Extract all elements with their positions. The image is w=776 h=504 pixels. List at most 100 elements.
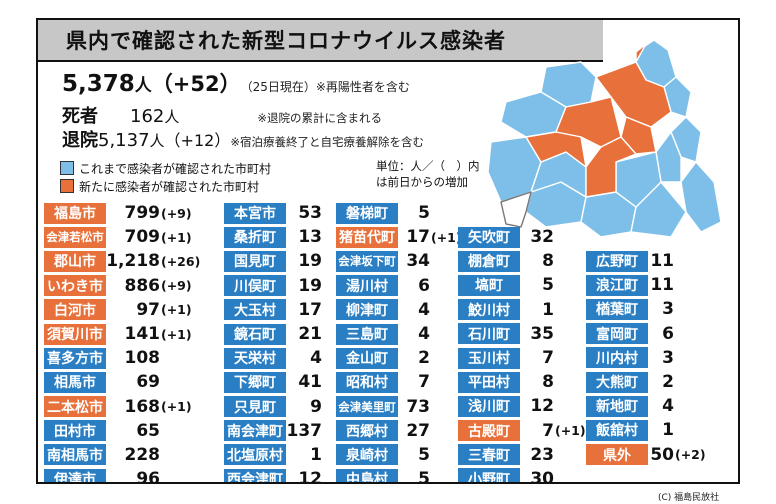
unit-note-line2: は前日からの増加 — [376, 175, 468, 189]
case-count: 8 — [542, 372, 554, 393]
municipality-label: 国見町 — [224, 250, 286, 272]
municipality-label: 鮫川村 — [458, 299, 520, 321]
case-count: 35 — [530, 323, 554, 344]
case-count: 2 — [662, 372, 674, 393]
municipality-label: 鏡石町 — [224, 323, 286, 345]
table-row: 磐梯町 5 — [336, 201, 462, 225]
municipality-label: 飯舘村 — [586, 419, 648, 441]
municipality-label: 小野町 — [458, 468, 520, 482]
table-row: 広野町 11 — [586, 249, 706, 273]
municipality-label: 田村市 — [44, 420, 106, 442]
municipality-label: いわき市 — [44, 275, 106, 297]
table-row: 喜多方市 108 — [44, 346, 200, 370]
cases-delta: （+52） — [151, 72, 241, 96]
table-row: 南相馬市 228 — [44, 443, 200, 467]
case-count: 73 — [406, 396, 430, 417]
table-row: 田村市 65 — [44, 419, 200, 443]
municipality-label: 下郷町 — [224, 371, 286, 393]
map-region — [525, 131, 587, 168]
table-row: 塙町 5 — [458, 273, 586, 297]
municipality-label: 平田村 — [458, 371, 520, 393]
table-row: 只見町 9 — [224, 395, 323, 419]
case-increase: (+9) — [161, 205, 192, 221]
municipality-label: 湯川村 — [336, 275, 398, 297]
case-count: 4 — [418, 299, 430, 320]
municipality-label: 泉崎村 — [336, 444, 398, 466]
map-region — [663, 76, 692, 118]
case-count: 4 — [662, 396, 674, 417]
case-count: 8 — [542, 251, 554, 272]
case-increase: (+9) — [161, 278, 192, 294]
credit-line: (C) 福島民放社 — [658, 493, 720, 503]
municipality-label: 二本松市 — [44, 396, 106, 418]
cases-line: 5,378人（+52） （25日現在）※再陽性者を含む — [62, 68, 410, 98]
case-increase: (+1) — [555, 423, 586, 439]
municipality-label: 三島町 — [336, 323, 398, 345]
table-row: 浪江町 11 — [586, 273, 706, 297]
case-count: 27 — [406, 420, 430, 441]
table-row: 天栄村 4 — [224, 346, 323, 370]
case-increase: (+1) — [431, 229, 462, 245]
municipality-label: 会津若松市 — [44, 226, 106, 248]
table-row: 須賀川市 141 (+1) — [44, 322, 200, 346]
municipality-label: 北塩原村 — [224, 444, 286, 466]
recovered-line: 退院5,137人（+12）※宿泊療養終了と自宅療養解除を含む — [62, 126, 424, 152]
column-3: 磐梯町 5 猪苗代町 17 (+1) 会津坂下町 34 湯川村 6 柳津町 4 三島町 4 金… — [336, 201, 462, 482]
municipality-label: 川内村 — [586, 347, 648, 369]
case-increase: (+1) — [161, 399, 192, 415]
cases-unit: 人 — [134, 76, 152, 96]
table-row: 古殿町 7 (+1) — [458, 419, 586, 443]
case-count: 97 — [136, 299, 160, 320]
municipality-label: 只見町 — [224, 396, 286, 418]
municipality-label: 西郷村 — [336, 420, 398, 442]
municipality-label: 大熊町 — [586, 371, 648, 393]
municipality-label: 磐梯町 — [336, 202, 398, 224]
legend-item-new: 新たに感染者が確認された市町村 — [60, 177, 376, 195]
table-row: 大熊町 2 — [586, 370, 706, 394]
municipality-label: 南会津町 — [224, 420, 286, 442]
table-row: 大玉村 17 — [224, 298, 323, 322]
table-row: 本宮市 53 — [224, 201, 323, 225]
case-count: 108 — [124, 348, 161, 369]
recovered-value: 5,137 — [98, 130, 150, 151]
table-row: 猪苗代町 17 (+1) — [336, 225, 462, 249]
municipality-label: 塙町 — [458, 274, 520, 296]
case-count: 32 — [530, 227, 554, 248]
recovered-label: 退院 — [62, 130, 98, 151]
table-row: 鏡石町 21 — [224, 322, 323, 346]
case-count: 3 — [662, 347, 674, 368]
recovered-delta: （+12） — [164, 131, 231, 150]
municipality-label: 県外 — [586, 444, 648, 466]
case-count: 6 — [418, 275, 430, 296]
table-row: 平田村 8 — [458, 370, 586, 394]
municipality-label: 大玉村 — [224, 299, 286, 321]
table-row: 柳津町 4 — [336, 298, 462, 322]
map-region — [620, 116, 657, 155]
case-increase: (+1) — [161, 229, 192, 245]
case-count: 141 — [124, 324, 161, 345]
table-row: 下郷町 41 — [224, 370, 323, 394]
case-count: 11 — [650, 251, 674, 272]
municipality-label: 中島村 — [336, 468, 398, 482]
case-increase: (+1) — [161, 302, 192, 318]
case-count: 7 — [542, 348, 554, 369]
case-count: 5 — [418, 203, 430, 224]
cases-value: 5,378 — [62, 71, 135, 97]
unit-note-line1: 単位：人／（ ）内 — [376, 159, 480, 173]
table-row: 国見町 19 — [224, 249, 323, 273]
table-row: 富岡町 6 — [586, 322, 706, 346]
case-count: 7 — [542, 420, 554, 441]
municipality-label: 伊達市 — [44, 468, 106, 482]
table-row: 飯舘村 1 — [586, 418, 706, 442]
table-row: 浅川町 12 — [458, 394, 586, 418]
case-count: 34 — [406, 251, 430, 272]
municipality-label: 本宮市 — [224, 202, 286, 224]
table-row: 金山町 2 — [336, 346, 462, 370]
table-row: 北塩原村 1 — [224, 443, 323, 467]
table-row: 西会津町 12 — [224, 467, 323, 482]
municipality-label: 須賀川市 — [44, 323, 106, 345]
fukushima-map — [487, 39, 722, 238]
case-count: 19 — [298, 251, 322, 272]
deaths-line: 死者 162人 ※退院の累計に含まれる — [62, 102, 382, 128]
page-title: 県内で確認された新型コロナウイルス感染者 — [66, 29, 506, 53]
